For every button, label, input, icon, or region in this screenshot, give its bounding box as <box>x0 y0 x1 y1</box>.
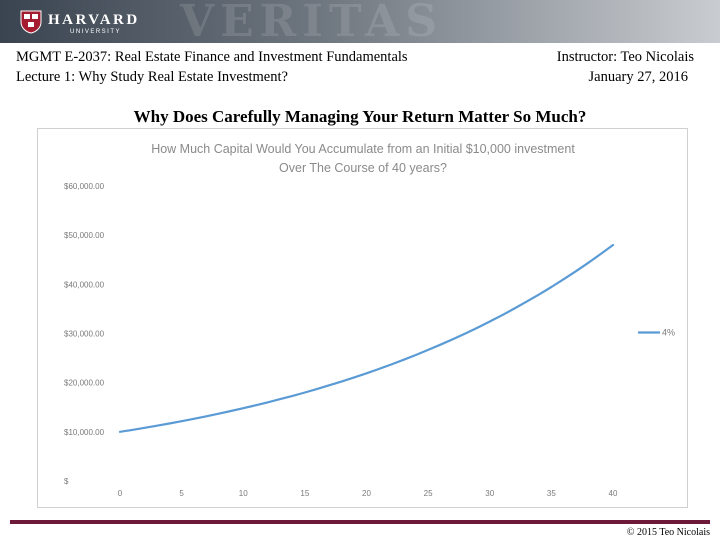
x-tick-label: 40 <box>609 489 618 498</box>
x-tick-label: 5 <box>179 489 184 498</box>
series-line <box>118 243 615 433</box>
x-tick-label: 25 <box>424 489 433 498</box>
legend-label: 4% <box>662 328 675 338</box>
y-tick-label: $10,000.00 <box>64 428 105 437</box>
x-tick-label: 0 <box>118 489 123 498</box>
y-tick-label: $30,000.00 <box>64 330 105 339</box>
header-banner: VERITAS HARVARD UNIVERSITY <box>0 0 720 43</box>
y-tick-label: $40,000.00 <box>64 280 105 289</box>
instructor-name: Instructor: Teo Nicolais <box>556 49 694 65</box>
harvard-shield-icon <box>20 10 42 34</box>
x-tick-label: 20 <box>362 489 371 498</box>
footer-rule <box>10 520 710 524</box>
course-title: MGMT E-2037: Real Estate Finance and Inv… <box>16 49 408 65</box>
y-tick-label: $ <box>64 477 69 486</box>
slide-title: Why Does Carefully Managing Your Return … <box>133 107 587 126</box>
y-tick-label: $20,000.00 <box>64 379 105 388</box>
x-tick-label: 15 <box>300 489 309 498</box>
veritas-watermark: VERITAS <box>180 0 444 43</box>
lecture-date: January 27, 2016 <box>588 69 688 85</box>
y-tick-label: $50,000.00 <box>64 231 105 240</box>
growth-chart: How Much Capital Would You Accumulate fr… <box>64 142 675 498</box>
logo-subtitle: UNIVERSITY <box>70 29 122 35</box>
x-tick-label: 30 <box>485 489 494 498</box>
chart-title-line: How Much Capital Would You Accumulate fr… <box>151 142 575 156</box>
chart-container: How Much Capital Would You Accumulate fr… <box>37 128 688 508</box>
lecture-title: Lecture 1: Why Study Real Estate Investm… <box>16 69 288 85</box>
copyright-notice: © 2015 Teo Nicolais <box>626 527 710 538</box>
x-tick-label: 10 <box>239 489 248 498</box>
chart-title-line: Over The Course of 40 years? <box>279 161 447 175</box>
y-tick-label: $60,000.00 <box>64 182 105 191</box>
logo-wordmark: HARVARD <box>48 12 140 28</box>
x-tick-label: 35 <box>547 489 556 498</box>
